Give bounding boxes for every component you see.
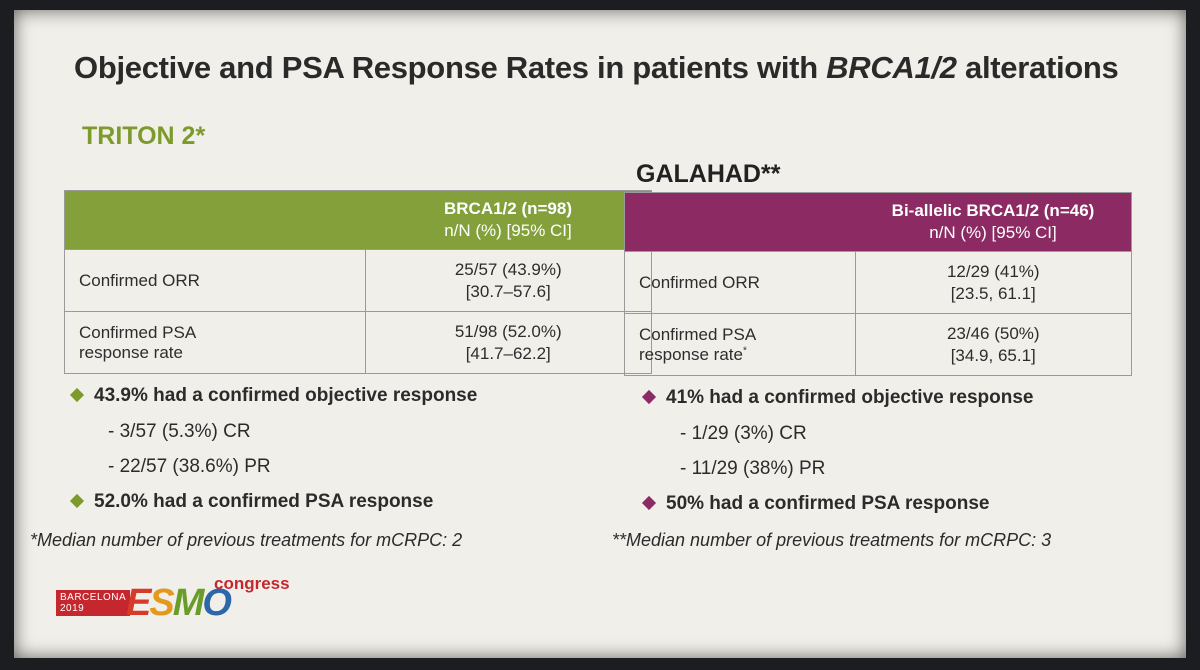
galahad-footnote: **Median number of previous treatments f…	[612, 530, 1052, 550]
row-label: Confirmed ORR	[624, 251, 856, 314]
row-label: Confirmed PSA response rate*	[624, 313, 856, 376]
slide-title: Objective and PSA Response Rates in pati…	[74, 50, 1119, 85]
galahad-header-line2: n/N (%) [95% CI]	[929, 223, 1057, 242]
triton-header-line1: BRCA1/2 (n=98)	[443, 199, 572, 218]
sub-bullet-cr: - 1/29 (3%) CR	[680, 423, 807, 444]
triton-bullets: 43.9% had a confirmed objective response…	[68, 378, 477, 520]
esmo-congress-logo: BARCELONA 2019 ESMO congress	[56, 572, 306, 632]
row-label: Confirmed ORR	[64, 249, 366, 312]
bullet-orr: 41% had a confirmed objective response	[640, 380, 1033, 416]
triton-footnote: *Median number of previous treatments fo…	[30, 530, 463, 550]
triton-study-label: TRITON 2*	[82, 122, 206, 150]
table-row: Confirmed PSA response rate 51/98 (52.0%)…	[64, 311, 652, 374]
table-header-row: BRCA1/2 (n=98) n/N (%) [95% CI]	[64, 190, 652, 250]
row-value: 25/57 (43.9%) [30.7–57.6]	[364, 249, 652, 312]
diamond-bullet-icon	[69, 387, 85, 403]
sub-bullet-pr: - 11/29 (38%) PR	[680, 458, 826, 479]
table-header-row: Bi-allelic BRCA1/2 (n=46) n/N (%) [95% CI…	[624, 192, 1132, 252]
bullet-psa: 52.0% had a confirmed PSA response	[68, 484, 477, 520]
sub-bullet-pr: - 22/57 (38.6%) PR	[108, 456, 271, 477]
galahad-bullets: 41% had a confirmed objective response -…	[640, 380, 1033, 522]
bullet-psa: 50% had a confirmed PSA response	[640, 486, 1033, 522]
logo-city-badge: BARCELONA 2019	[56, 590, 131, 616]
row-value: 51/98 (52.0%) [41.7–62.2]	[364, 311, 652, 374]
diamond-bullet-icon	[69, 493, 85, 509]
diamond-bullet-icon	[641, 495, 657, 511]
diamond-bullet-icon	[641, 389, 657, 405]
galahad-study-label: GALAHAD**	[636, 160, 781, 188]
table-row: Confirmed ORR 25/57 (43.9%) [30.7–57.6]	[64, 249, 652, 312]
bullet-orr: 43.9% had a confirmed objective response	[68, 378, 477, 414]
esmo-wordmark: ESMO	[126, 582, 232, 624]
galahad-results-table: Bi-allelic BRCA1/2 (n=46) n/N (%) [95% CI…	[624, 192, 1132, 376]
logo-congress-text: congress	[214, 574, 290, 593]
table-row: Confirmed ORR 12/29 (41%) [23.5, 61.1]	[624, 251, 1132, 314]
triton-results-table: BRCA1/2 (n=98) n/N (%) [95% CI] Confirmed…	[64, 190, 652, 374]
sub-bullet-cr: - 3/57 (5.3%) CR	[108, 421, 251, 442]
row-value: 23/46 (50%) [34.9, 65.1]	[854, 313, 1132, 376]
row-value: 12/29 (41%) [23.5, 61.1]	[854, 251, 1132, 314]
galahad-header-line1: Bi-allelic BRCA1/2 (n=46)	[891, 201, 1095, 220]
row-label: Confirmed PSA response rate	[64, 311, 366, 374]
table-row: Confirmed PSA response rate* 23/46 (50%)[…	[624, 313, 1132, 376]
triton-header-line2: n/N (%) [95% CI]	[444, 221, 572, 240]
